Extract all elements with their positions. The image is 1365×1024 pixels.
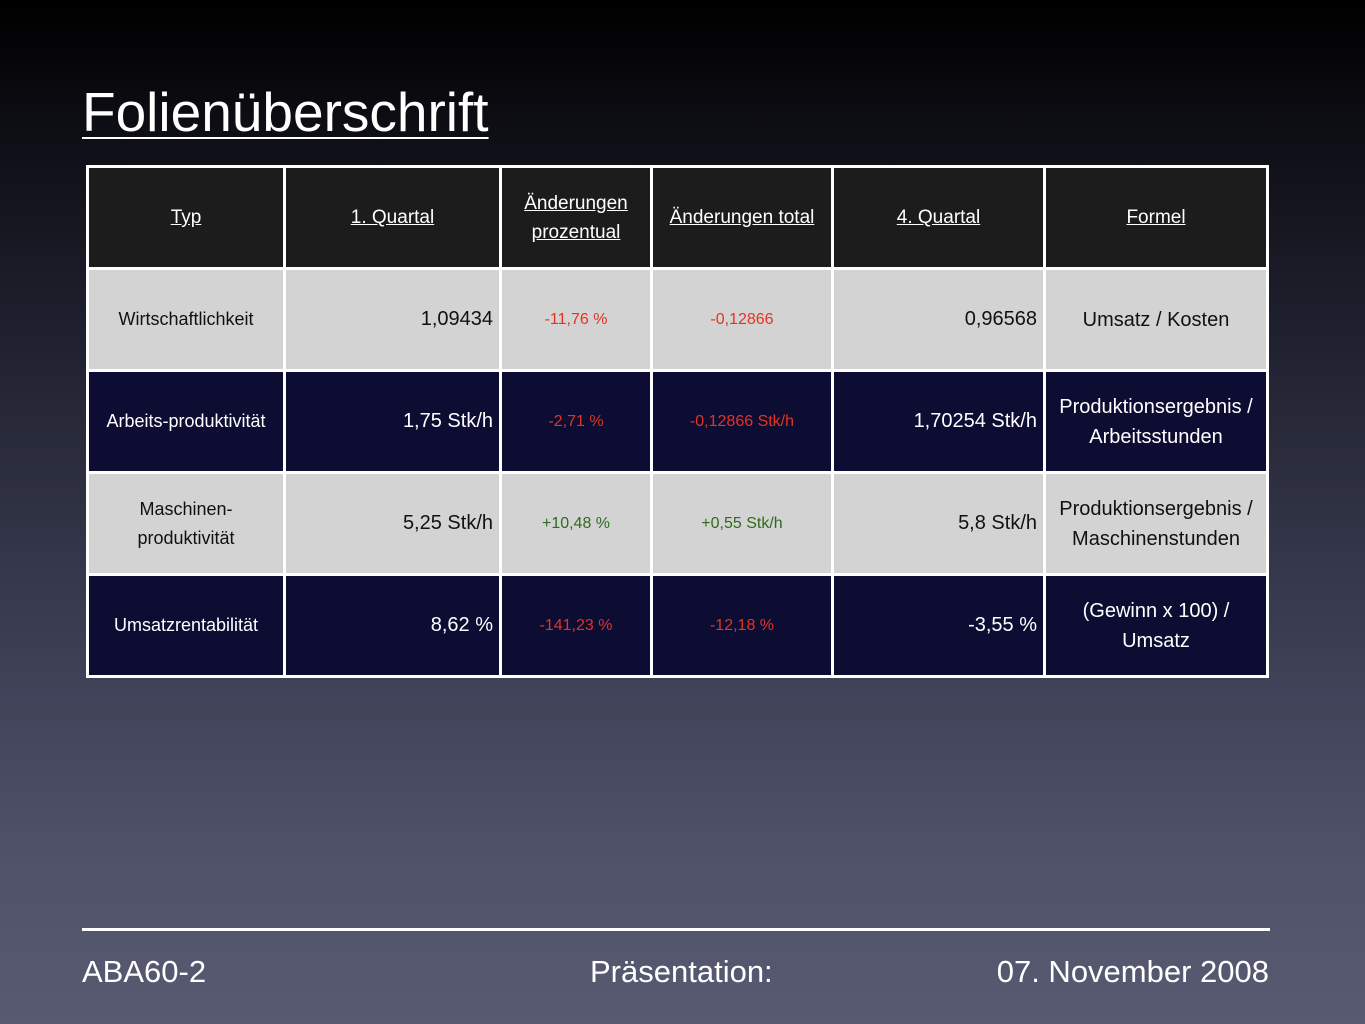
table-row: Maschinen-produktivität 5,25 Stk/h +10,4… — [86, 471, 1269, 576]
cell-formula: Produktionsergebnis / Arbeitsstunden — [1043, 369, 1269, 474]
footer-divider — [82, 928, 1270, 931]
cell-typ: Umsatzrentabilität — [86, 573, 286, 678]
cell-change-percent: +10,48 % — [499, 471, 653, 576]
cell-q1: 1,75 Stk/h — [283, 369, 502, 474]
cell-q4: 0,96568 — [831, 267, 1046, 372]
table-row: Arbeits-produktivität 1,75 Stk/h -2,71 %… — [86, 369, 1269, 474]
header-q4: 4. Quartal — [831, 165, 1046, 270]
table-row: Wirtschaftlichkeit 1,09434 -11,76 % -0,1… — [86, 267, 1269, 372]
header-q1: 1. Quartal — [283, 165, 502, 270]
header-formula: Formel — [1043, 165, 1269, 270]
cell-q4: -3,55 % — [831, 573, 1046, 678]
cell-formula: (Gewinn x 100) / Umsatz — [1043, 573, 1269, 678]
cell-formula: Produktionsergebnis / Maschinenstunden — [1043, 471, 1269, 576]
footer-course-code: ABA60-2 — [82, 954, 207, 989]
cell-q1: 1,09434 — [283, 267, 502, 372]
cell-typ: Wirtschaftlichkeit — [86, 267, 286, 372]
header-typ: Typ — [86, 165, 286, 270]
footer-date: 07. November 2008 — [996, 954, 1269, 989]
cell-q1: 5,25 Stk/h — [283, 471, 502, 576]
cell-q1: 8,62 % — [283, 573, 502, 678]
cell-q4: 1,70254 Stk/h — [831, 369, 1046, 474]
table-row: Umsatzrentabilität 8,62 % -141,23 % -12,… — [86, 573, 1269, 678]
header-change-percent: Änderungen prozentual — [499, 165, 653, 270]
cell-change-total: -0,12866 Stk/h — [650, 369, 834, 474]
cell-change-percent: -2,71 % — [499, 369, 653, 474]
cell-typ: Arbeits-produktivität — [86, 369, 286, 474]
slide-title: Folienüberschrift — [82, 81, 489, 143]
cell-typ: Maschinen-produktivität — [86, 471, 286, 576]
cell-formula: Umsatz / Kosten — [1043, 267, 1269, 372]
kpi-table: Typ 1. Quartal Änderungen prozentual Änd… — [86, 165, 1269, 678]
footer-presentation-label: Präsentation: — [590, 954, 773, 989]
cell-change-percent: -141,23 % — [499, 573, 653, 678]
cell-change-total: -12,18 % — [650, 573, 834, 678]
cell-q4: 5,8 Stk/h — [831, 471, 1046, 576]
cell-change-total: -0,12866 — [650, 267, 834, 372]
header-change-total: Änderungen total — [650, 165, 834, 270]
cell-change-total: +0,55 Stk/h — [650, 471, 834, 576]
cell-change-percent: -11,76 % — [499, 267, 653, 372]
table-header-row: Typ 1. Quartal Änderungen prozentual Änd… — [86, 165, 1269, 270]
